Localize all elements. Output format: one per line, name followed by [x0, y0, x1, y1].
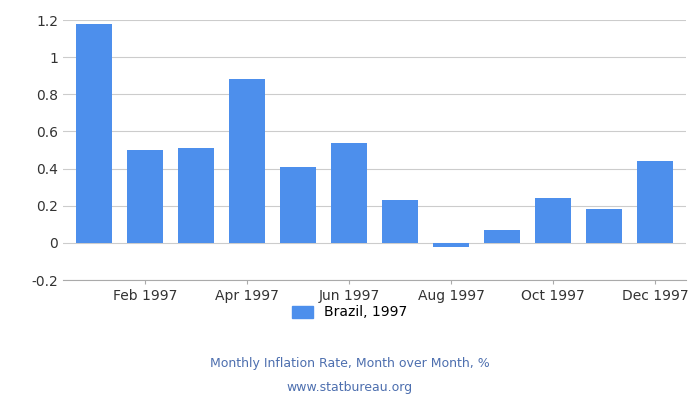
Bar [587, 210, 622, 243]
Bar [536, 198, 571, 243]
Bar [280, 167, 316, 243]
Bar [331, 142, 367, 243]
Bar [382, 200, 418, 243]
Text: Monthly Inflation Rate, Month over Month, %: Monthly Inflation Rate, Month over Month… [210, 358, 490, 370]
Bar [638, 161, 673, 243]
Legend: Brazil, 1997: Brazil, 1997 [287, 300, 413, 325]
Bar [76, 24, 111, 243]
Bar [127, 150, 162, 243]
Text: www.statbureau.org: www.statbureau.org [287, 382, 413, 394]
Bar [178, 148, 214, 243]
Bar [229, 80, 265, 243]
Bar [484, 230, 520, 243]
Bar [433, 243, 469, 246]
